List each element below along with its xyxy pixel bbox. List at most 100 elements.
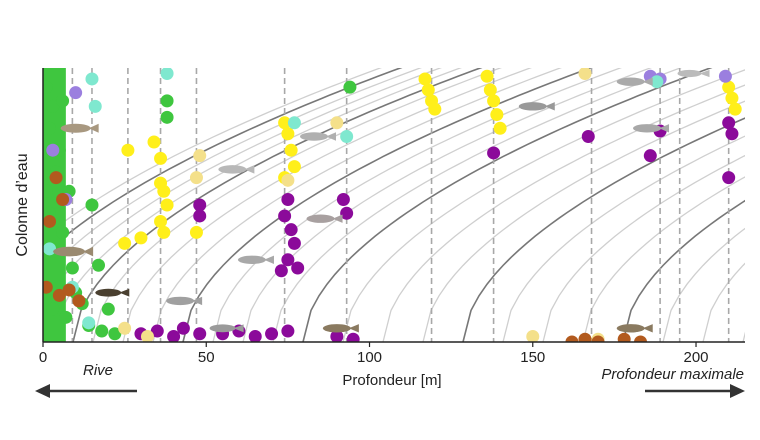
- data-point: [167, 330, 181, 342]
- isoline-curve: [382, 84, 745, 342]
- data-point: [193, 149, 207, 163]
- x-tick-label: 100: [357, 349, 382, 366]
- data-point: [56, 225, 70, 239]
- data-point: [578, 332, 592, 342]
- x-tick-label: 150: [520, 349, 545, 366]
- data-point: [134, 231, 148, 245]
- fish-tail: [83, 246, 94, 257]
- data-point: [330, 116, 344, 130]
- data-point: [189, 171, 203, 185]
- data-point: [284, 223, 298, 237]
- data-point: [72, 294, 86, 308]
- shore-cluster: [43, 68, 66, 342]
- arrow-right-head: [730, 384, 745, 398]
- data-point: [118, 236, 132, 250]
- fish-tail: [326, 132, 337, 141]
- data-point: [193, 327, 207, 341]
- fish-body: [518, 102, 547, 111]
- fish-tail: [88, 123, 99, 133]
- data-point: [336, 193, 350, 207]
- y-axis-title: Colonne d’eau: [14, 153, 31, 256]
- data-point: [265, 327, 279, 341]
- data-point: [85, 198, 99, 212]
- data-point: [428, 102, 442, 116]
- data-point: [526, 330, 540, 342]
- data-point: [287, 160, 301, 174]
- data-point: [287, 236, 301, 250]
- data-point: [121, 143, 135, 157]
- data-point: [193, 209, 207, 223]
- data-point: [480, 69, 494, 83]
- fish-tail: [119, 288, 130, 297]
- isoline-curve: [742, 331, 745, 342]
- isoline-curve: [122, 68, 533, 342]
- fish-tail: [659, 124, 670, 133]
- fish-tail: [544, 102, 555, 111]
- data-point: [722, 116, 736, 130]
- fish-tail: [244, 165, 255, 174]
- data-point: [281, 253, 295, 267]
- fish-body: [616, 77, 645, 86]
- data-point: [43, 121, 57, 135]
- isoline-curve: [502, 135, 745, 342]
- data-point: [150, 324, 164, 338]
- data-point: [160, 198, 174, 212]
- data-point: [56, 193, 70, 207]
- data-point: [154, 151, 168, 165]
- fish-body: [209, 324, 236, 333]
- x-tick-label: 200: [684, 349, 709, 366]
- arrow-left-head: [35, 384, 50, 398]
- arrow-left: [35, 384, 137, 398]
- fish-body: [300, 132, 329, 141]
- arrow-right: [645, 384, 745, 398]
- data-point: [343, 80, 357, 94]
- data-point: [487, 94, 501, 108]
- data-point: [160, 110, 174, 124]
- data-point: [725, 91, 739, 105]
- x-axis-ticks: 0 50 100 150 200: [39, 342, 709, 366]
- isoline-curve: [542, 154, 745, 342]
- isoline-curve: [272, 68, 683, 342]
- data-point: [346, 332, 360, 342]
- isoline-curve: [302, 68, 713, 342]
- data-point: [490, 108, 504, 122]
- data-point: [725, 127, 739, 141]
- isoline-curve: [152, 68, 563, 342]
- data-point: [581, 130, 595, 143]
- data-point: [281, 324, 295, 338]
- x-axis-title: Profondeur [m]: [342, 372, 441, 389]
- data-point: [43, 242, 57, 256]
- data-point: [140, 330, 154, 342]
- data-point: [82, 316, 96, 330]
- fish-silhouettes: [53, 69, 710, 333]
- isoline-curve: [462, 117, 745, 342]
- fish-tail: [263, 255, 274, 264]
- data-point: [291, 261, 305, 275]
- data-point: [591, 335, 605, 342]
- data-point: [340, 130, 354, 143]
- fish-tail: [233, 324, 244, 333]
- data-point: [483, 83, 497, 97]
- fish-body: [218, 165, 247, 174]
- fish-body: [306, 214, 335, 223]
- data-point: [650, 75, 664, 89]
- data-point: [281, 127, 295, 141]
- data-point: [617, 332, 631, 342]
- data-point: [421, 83, 435, 97]
- data-point: [718, 69, 732, 83]
- data-point: [46, 143, 60, 157]
- data-point: [284, 143, 298, 157]
- fish-body: [633, 124, 662, 133]
- data-point: [56, 94, 70, 108]
- data-point: [95, 324, 109, 338]
- data-point: [118, 321, 132, 335]
- isoline-curve: [622, 199, 745, 342]
- data-point: [278, 116, 292, 130]
- fish-tail: [192, 296, 203, 306]
- data-point: [43, 184, 53, 198]
- data-point: [49, 171, 63, 185]
- data-point: [88, 99, 102, 113]
- data-point: [274, 264, 288, 278]
- data-point: [330, 330, 344, 342]
